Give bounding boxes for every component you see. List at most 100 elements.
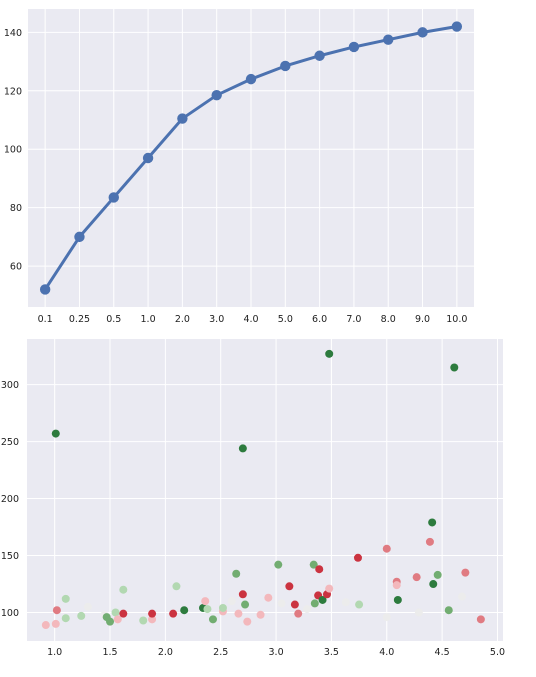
scatter-point [61, 594, 70, 603]
pointplot-points [39, 21, 463, 295]
data-point [245, 73, 257, 85]
scatter-point [169, 609, 178, 618]
scatter-point [315, 565, 324, 574]
scatter-point [51, 619, 60, 628]
scatter-point [218, 603, 227, 612]
scatter-point [61, 614, 70, 623]
y-tick-label: 200 [1, 494, 19, 505]
scatter-y-tick-labels: 100 150 200 250 300 [1, 380, 19, 619]
scatter-point [148, 609, 157, 618]
scatter-point [232, 569, 241, 578]
data-point [417, 27, 428, 38]
scatter-point [41, 621, 50, 630]
scatter-plot-area [27, 339, 503, 641]
x-tick-label: 3.0 [269, 647, 284, 658]
scatter-point [303, 605, 312, 614]
scatter-point [238, 444, 247, 453]
scatter-point [238, 590, 247, 599]
x-tick-label: 2.0 [175, 314, 190, 325]
scatter-point [51, 429, 60, 438]
x-tick-label: 1.0 [47, 647, 62, 658]
y-tick-label: 120 [4, 86, 22, 97]
y-tick-label: 100 [1, 608, 19, 619]
data-point [280, 60, 291, 72]
scatter-point [264, 593, 273, 602]
scatter-point [325, 349, 334, 358]
data-point [177, 113, 188, 124]
scatter-point [476, 615, 485, 624]
x-tick-label: 0.1 [38, 314, 53, 325]
scatter-chart: 100 150 200 250 300 1.0 1.5 2.0 2.5 3.0 3.5 4.0 4.5… [1, 339, 505, 658]
scatter-point [444, 606, 453, 615]
scatter-points [41, 349, 485, 630]
data-point [211, 89, 222, 101]
scatter-point [414, 608, 423, 617]
scatter-point [353, 553, 362, 562]
scatter-point [310, 599, 319, 608]
x-tick-label: 4.0 [379, 647, 394, 658]
y-tick-label: 150 [1, 551, 19, 562]
scatter-point [461, 568, 470, 577]
scatter-point [290, 600, 299, 609]
scatter-point [285, 582, 294, 591]
scatter-point [148, 615, 157, 624]
scatter-point [274, 560, 283, 569]
scatter-point [458, 592, 467, 601]
scatter-point [234, 609, 243, 618]
scatter-point [277, 599, 286, 608]
scatter-point [382, 544, 391, 553]
scatter-point [294, 609, 303, 618]
y-tick-label: 140 [4, 28, 22, 39]
scatter-point [425, 537, 434, 546]
x-tick-label: 1.0 [141, 314, 156, 325]
scatter-point [83, 602, 92, 611]
data-point [451, 21, 463, 32]
x-tick-label: 4.5 [435, 647, 450, 658]
scatter-point [203, 605, 212, 614]
scatter-point [392, 581, 401, 590]
scatter-point [52, 606, 61, 615]
scatter-point [429, 580, 438, 589]
data-point [39, 284, 51, 295]
scatter-point [393, 595, 402, 604]
x-tick-label: 8.0 [381, 314, 396, 325]
scatter-point [355, 600, 364, 609]
scatter-point [106, 617, 115, 626]
x-tick-label: 3.5 [324, 647, 339, 658]
x-tick-label: 2.0 [158, 647, 173, 658]
scatter-point [241, 600, 250, 609]
x-tick-label: 9.0 [415, 314, 430, 325]
scatter-point [428, 518, 437, 527]
data-point [383, 34, 394, 45]
scatter-point [208, 615, 217, 624]
x-tick-label: 4.0 [243, 314, 258, 325]
y-tick-label: 80 [10, 203, 22, 214]
x-tick-label: 0.5 [106, 314, 121, 325]
x-tick-label: 3.0 [209, 314, 224, 325]
scatter-point [201, 597, 210, 606]
scatter-point [256, 610, 265, 619]
x-tick-label: 0.25 [69, 314, 90, 325]
scatter-point [139, 616, 148, 625]
y-tick-label: 60 [10, 262, 22, 273]
x-tick-label: 10.0 [446, 314, 467, 325]
scatter-point [450, 363, 459, 372]
scatter-point [318, 595, 327, 604]
scatter-gridlines [27, 339, 503, 641]
data-point [314, 50, 325, 61]
x-tick-label: 5.0 [490, 647, 505, 658]
x-tick-label: 1.5 [102, 647, 117, 658]
x-tick-label: 7.0 [346, 314, 361, 325]
x-tick-label: 6.0 [312, 314, 327, 325]
y-tick-label: 100 [4, 145, 22, 156]
scatter-point [111, 608, 120, 617]
scatter-x-tick-labels: 1.0 1.5 2.0 2.5 3.0 3.5 4.0 4.5 5.0 [47, 647, 505, 658]
scatter-point [172, 582, 181, 591]
x-tick-label: 2.5 [213, 647, 228, 658]
scatter-point [433, 570, 442, 579]
scatter-point [113, 615, 122, 624]
pointplot-x-tick-labels: 0.1 0.25 0.5 1.0 2.0 3.0 4.0 5.0 6.0 7.0 8.0 9.0 10.… [38, 314, 468, 325]
data-point [348, 41, 360, 53]
scatter-point [309, 560, 318, 569]
